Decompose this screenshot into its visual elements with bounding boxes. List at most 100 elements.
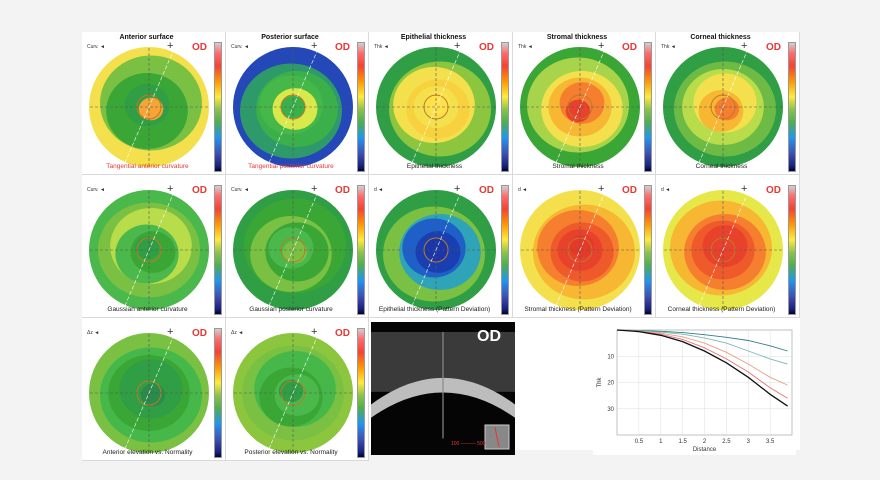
map-caption: Stromal thickness xyxy=(552,163,604,170)
map-panel: d ◄ OD + Epithelial thickness (Pattern Devi… xyxy=(369,175,513,318)
color-scale-bar xyxy=(214,42,222,172)
eye-label: OD xyxy=(479,185,494,196)
map-caption: Corneal thickness (Pattern Deviation) xyxy=(667,306,776,313)
axis-line xyxy=(554,191,606,309)
unit-selector[interactable]: Thk ◄ xyxy=(661,44,676,50)
tomography-report: Anterior surface Curv. ◄ OD + Tangential ant… xyxy=(82,32,800,461)
map-panel: d ◄ OD + Stromal thickness (Pattern Deviati… xyxy=(513,175,656,318)
eye-label: OD xyxy=(335,328,350,339)
unit-selector[interactable]: d ◄ xyxy=(661,187,671,193)
series-line xyxy=(616,329,788,365)
unit-selector[interactable]: Curv. ◄ xyxy=(231,187,249,193)
contour-band xyxy=(569,234,595,258)
column-header: Corneal thickness xyxy=(690,34,751,41)
y-axis-label: Thk xyxy=(597,377,603,388)
color-scale-bar xyxy=(788,185,796,315)
axis-line xyxy=(267,334,319,452)
topography-map[interactable] xyxy=(375,46,497,168)
unit-selector[interactable]: Δz ◄ xyxy=(231,330,244,336)
eye-label: OD xyxy=(479,42,494,53)
unit-selector[interactable]: Δz ◄ xyxy=(87,330,100,336)
contour-band xyxy=(140,383,166,407)
color-scale-bar xyxy=(644,185,652,315)
plus-icon: + xyxy=(454,183,461,195)
unit-selector[interactable]: Curv. ◄ xyxy=(87,44,105,50)
axis-line xyxy=(410,191,462,309)
map-panel: Stromal thickness Thk ◄ OD + Stromal thickne… xyxy=(513,32,656,175)
plus-icon: + xyxy=(167,183,174,195)
map-panel: Epithelial thickness Thk ◄ OD + Epithelial t… xyxy=(369,32,513,175)
unit-selector[interactable]: d ◄ xyxy=(518,187,528,193)
map-caption: Tangential anterior curvature xyxy=(106,163,189,170)
plus-icon: + xyxy=(598,183,605,195)
map-caption: Stromal thickness (Pattern Deviation) xyxy=(524,306,632,313)
plus-icon: + xyxy=(741,183,748,195)
axis-line xyxy=(123,334,175,452)
topography-map[interactable] xyxy=(662,189,784,311)
thickness-profile-chart: 0.5 1 1.5 2 2.5 3 3.5 10 20 30 Distance Thk xyxy=(593,322,796,455)
contour-band xyxy=(278,379,304,403)
plus-icon: + xyxy=(741,40,748,52)
axis-line xyxy=(697,48,749,166)
eye-label: OD xyxy=(335,42,350,53)
topography-map[interactable] xyxy=(232,46,354,168)
oct-cross-section xyxy=(371,332,515,450)
map-panel: Δz ◄ OD + Anterior elevation vs. Normality xyxy=(82,318,226,461)
map-caption: Corneal thickness xyxy=(695,163,748,170)
color-scale-bar xyxy=(357,328,365,458)
topography-map[interactable] xyxy=(88,46,210,168)
topography-map[interactable] xyxy=(88,332,210,454)
axis-line xyxy=(554,48,606,166)
map-caption: Epithelial thickness (Pattern Deviation) xyxy=(378,306,491,313)
unit-selector[interactable]: Curv. ◄ xyxy=(87,187,105,193)
map-panel: Posterior surface Curv. ◄ OD + Tangential po… xyxy=(226,32,369,175)
unit-selector[interactable]: Thk ◄ xyxy=(518,44,533,50)
color-scale-bar xyxy=(357,185,365,315)
unit-selector[interactable]: d ◄ xyxy=(374,187,384,193)
eye-label: OD xyxy=(192,328,207,339)
color-scale-bar xyxy=(214,328,222,458)
map-panel: Curv. ◄ OD + Gaussian anterior curvature xyxy=(82,175,226,318)
eye-label: OD xyxy=(766,185,781,196)
plus-icon: + xyxy=(167,40,174,52)
unit-selector[interactable]: Thk ◄ xyxy=(374,44,389,50)
x-tick-label: 2.5 xyxy=(722,439,731,445)
column-header: Stromal thickness xyxy=(546,34,608,41)
topography-map[interactable] xyxy=(88,189,210,311)
contour-band xyxy=(134,236,160,260)
color-scale-bar xyxy=(214,185,222,315)
scan-line xyxy=(494,426,500,448)
map-panel: d ◄ OD + Corneal thickness (Pattern Deviati… xyxy=(656,175,800,318)
axis-line xyxy=(123,191,175,309)
topography-map[interactable] xyxy=(662,46,784,168)
map-caption: Epithelial thickness xyxy=(406,163,463,170)
topography-map[interactable] xyxy=(232,332,354,454)
plus-icon: + xyxy=(311,183,318,195)
eye-label: OD xyxy=(192,185,207,196)
topography-map[interactable] xyxy=(519,46,641,168)
axis-line xyxy=(123,48,175,166)
scale-bar: 100 ——— 500 xyxy=(451,441,486,447)
map-panel: Anterior surface Curv. ◄ OD + Tangential ant… xyxy=(82,32,226,175)
color-scale-bar xyxy=(788,42,796,172)
color-scale-bar xyxy=(644,42,652,172)
topography-map[interactable] xyxy=(232,189,354,311)
oct-eye-label: OD xyxy=(477,328,501,345)
eye-label: OD xyxy=(335,185,350,196)
map-panel: Curv. ◄ OD + Gaussian posterior curvature xyxy=(226,175,369,318)
unit-selector[interactable]: Curv. ◄ xyxy=(231,44,249,50)
axis-line xyxy=(697,191,749,309)
contour-band xyxy=(138,97,164,121)
topography-map[interactable] xyxy=(519,189,641,311)
axis-line xyxy=(267,191,319,309)
x-axis-label: Distance xyxy=(693,447,717,453)
map-panel: Corneal thickness Thk ◄ OD + Corneal thickne… xyxy=(656,32,800,175)
column-header: Anterior surface xyxy=(119,34,174,41)
topography-map[interactable] xyxy=(375,189,497,311)
x-tick-label: 1 xyxy=(659,439,663,445)
center-reflex xyxy=(442,332,444,439)
eye-label: OD xyxy=(766,42,781,53)
x-tick-label: 2 xyxy=(703,439,707,445)
map-caption: Anterior elevation vs. Normality xyxy=(102,449,193,456)
oct-scan-image[interactable]: OD 100 ——— 500 xyxy=(371,322,515,455)
